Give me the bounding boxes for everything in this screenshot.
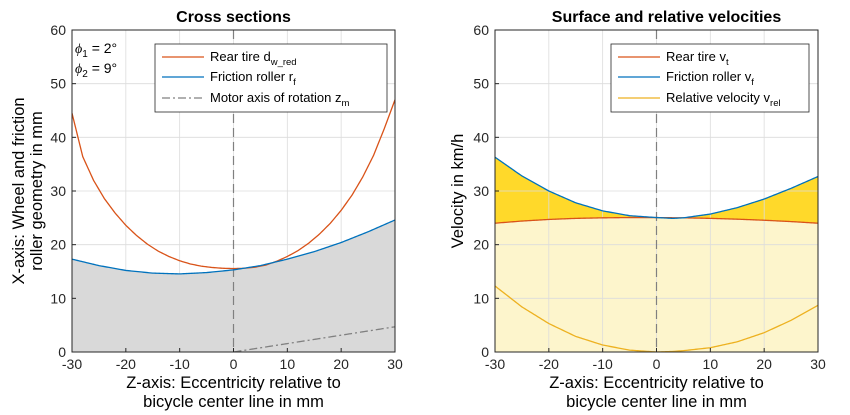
legend-entry-rear-tire: Rear tire dw_red [210,49,297,68]
legend-box [154,43,388,113]
x-tick-label: 10 [280,356,296,372]
x-tick-label: 0 [653,356,661,372]
legend: Rear tire vt Friction roller vf Relative… [610,43,810,113]
y-axis-label-line2: roller geometry in mm [28,111,46,271]
series-line-relative-velocity [495,285,818,352]
x-axis-label-line2: bicycle center line in mm [143,393,324,411]
legend-entry-friction-roller: Friction roller rf [210,69,296,88]
series-line-motor-axis-of-rotation [233,326,395,352]
phi2-annotation: ϕ2 = 9° [75,60,117,80]
velocities-chart: Surface and relative velocities -30 -20 -1… [449,9,826,411]
velocity-difference-fill [495,157,818,224]
y-tick-label: 10 [50,290,66,306]
y-tick-label: 40 [473,129,489,145]
x-tick-label: -30 [485,356,505,372]
cross-sections-chart: Cross sections -30 -20 -10 0 10 20 30 0 10 20 30 40… [10,9,403,411]
y-tick-label: 20 [50,237,66,253]
y-axis-label-line1: X-axis: Wheel and friction [10,97,28,284]
series-line-rear-tire [72,99,395,270]
y-tick-label: 10 [473,290,489,306]
y-tick-label: 0 [481,344,489,360]
y-axis-label: Velocity in km/h [449,134,467,249]
x-axis-label-line2: bicycle center line in mm [566,393,747,411]
x-tick-label: -20 [116,356,136,372]
y-tick-label: 30 [50,183,66,199]
axis-ticks: -30 -20 -10 0 10 20 30 0 10 20 30 40 50 60 [473,22,826,372]
chart-title: Surface and relative velocities [552,9,782,26]
legend-entry-friction-roller: Friction roller vf [666,69,754,88]
y-tick-label: 50 [50,76,66,92]
x-tick-label: -30 [62,356,82,372]
x-tick-label: 30 [387,356,403,372]
x-tick-label: -10 [593,356,613,372]
chart-title: Cross sections [176,9,291,26]
y-tick-label: 40 [50,129,66,145]
legend-entry-rear-tire: Rear tire vt [666,49,729,68]
legend-entry-relative-velocity: Relative velocity vrel [666,90,781,109]
legend-box [610,43,810,113]
phi1-annotation: ϕ1 = 2° [75,40,117,60]
legend-entry-motor-axis: Motor axis of rotation zm [210,90,350,109]
series-line-friction-roller [495,156,818,220]
series-lines [495,30,818,352]
series-line-friction-roller [72,219,395,275]
x-tick-label: 10 [703,356,719,372]
axis-ticks: -30 -20 -10 0 10 20 30 0 10 20 30 40 50 60 [50,22,403,372]
x-axis-label-line1: Z-axis: Eccentricity relative to [549,374,764,392]
x-axis-label-line1: Z-axis: Eccentricity relative to [126,374,341,392]
y-tick-label: 30 [473,183,489,199]
legend: Rear tire dw_red Friction roller rf Moto… [154,43,388,113]
y-tick-label: 20 [473,237,489,253]
x-tick-label: -20 [539,356,559,372]
x-tick-label: 20 [333,356,349,372]
x-tick-label: 30 [810,356,826,372]
y-tick-label: 60 [473,22,489,38]
x-tick-label: -10 [170,356,190,372]
y-tick-label: 50 [473,76,489,92]
y-tick-label: 0 [58,344,66,360]
x-tick-label: 20 [756,356,772,372]
y-tick-label: 60 [50,22,66,38]
series-lines [72,30,395,352]
x-tick-label: 0 [230,356,238,372]
